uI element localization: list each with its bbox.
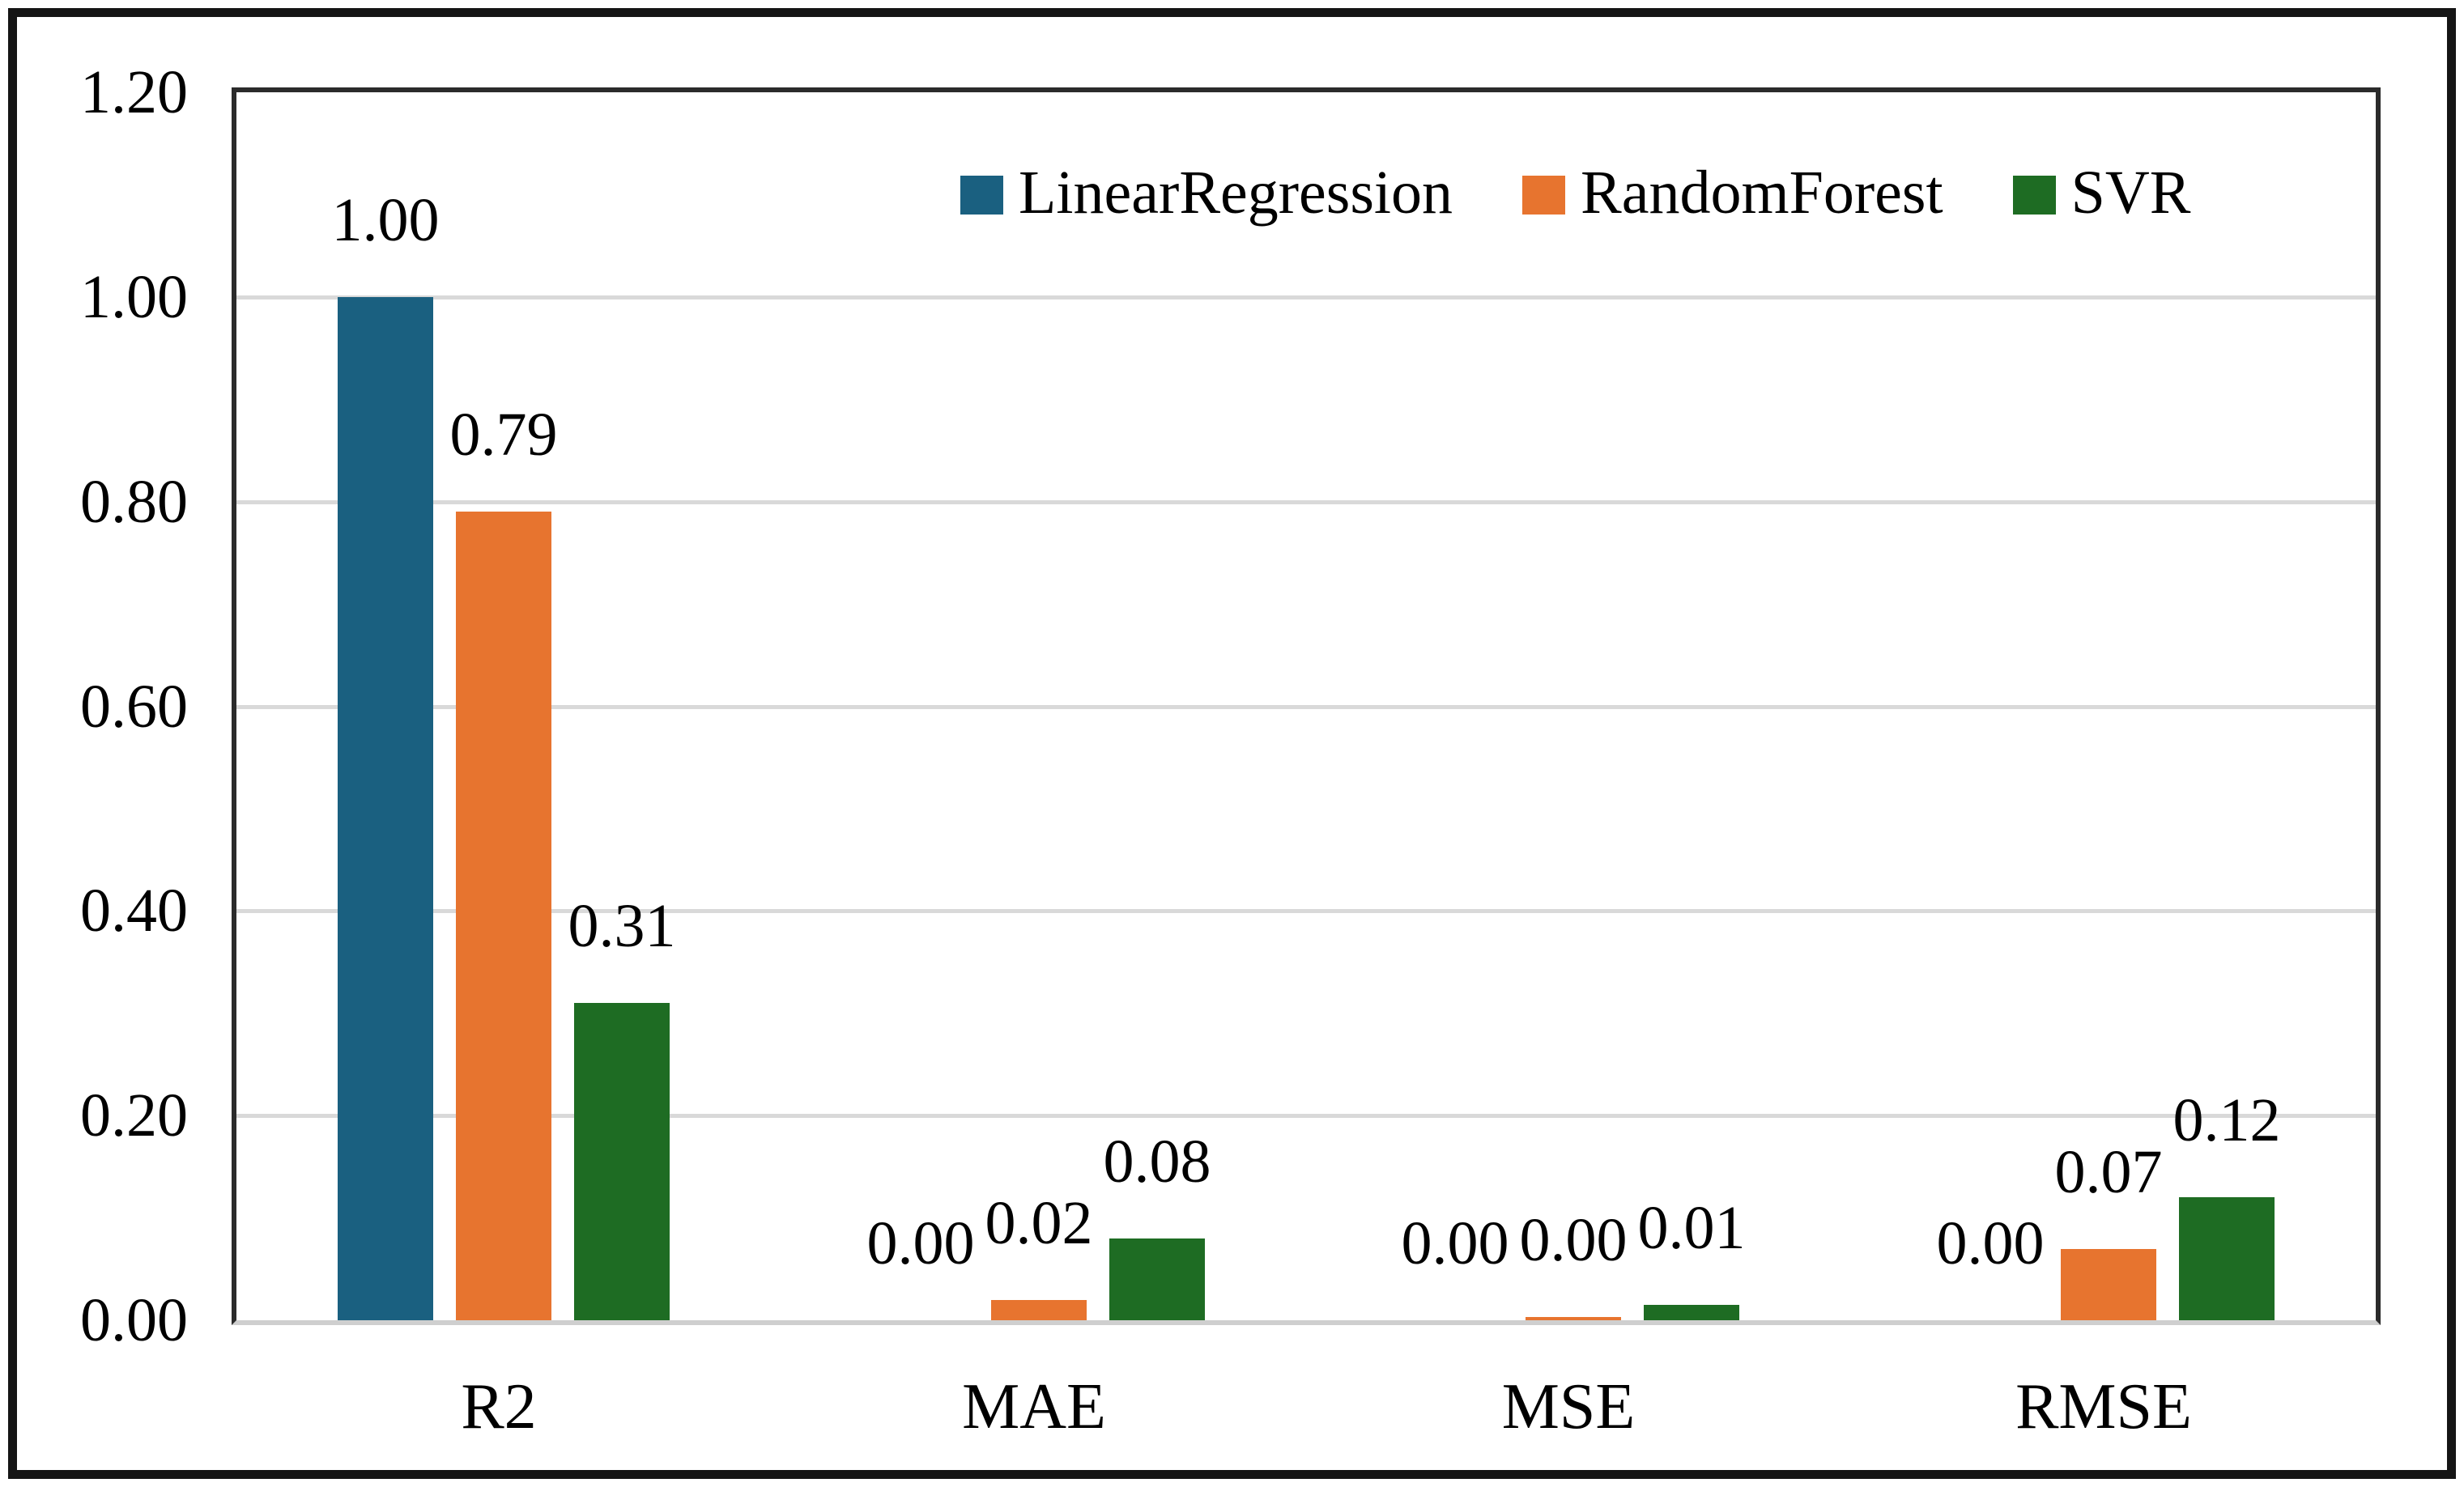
plot-area: 1.00 0.79 0.31 0.00 0.02 0.08 0.00 0.00 0.01 0.00… [232, 87, 2381, 1325]
legend-label: RandomForest [1581, 159, 1943, 227]
gridline [236, 500, 2376, 504]
value-label: 0.00 [1401, 1209, 1509, 1277]
y-axis-tick-labels: 0.00 0.20 0.40 0.60 0.80 1.00 1.20 [0, 58, 188, 1354]
bar-svr-mse [1644, 1305, 1739, 1320]
legend: LinearRegression RandomForest SVR [960, 160, 2190, 225]
value-label: 0.00 [866, 1209, 975, 1277]
value-label: 0.12 [2172, 1086, 2281, 1154]
y-tick-label: 0.20 [80, 1081, 188, 1149]
gridline [236, 705, 2376, 709]
legend-item-linearregression: LinearRegression [960, 160, 1453, 225]
legend-swatch-icon [1522, 176, 1566, 215]
y-tick-label: 1.20 [80, 58, 188, 126]
value-label: 0.00 [1519, 1206, 1628, 1274]
bar-svr-r2 [574, 1003, 670, 1320]
bar-randomforest-r2 [456, 512, 551, 1320]
y-tick-label: 0.40 [80, 877, 188, 945]
x-axis-category-labels: R2 MAE MSE RMSE [232, 1370, 2381, 1444]
x-category-label: RMSE [2015, 1371, 2192, 1442]
value-label: 0.00 [1936, 1209, 2045, 1277]
legend-swatch-icon [2012, 176, 2056, 215]
bar-linearregression-r2 [338, 297, 433, 1320]
x-category-label: MSE [1501, 1371, 1636, 1442]
bar-svr-rmse [2179, 1197, 2275, 1320]
x-category-label: MAE [962, 1371, 1106, 1442]
legend-label: LinearRegression [1019, 159, 1453, 227]
y-tick-label: 0.60 [80, 673, 188, 741]
bar-svr-mae [1109, 1238, 1205, 1320]
gridline [236, 909, 2376, 913]
y-tick-label: 0.80 [80, 468, 188, 536]
x-category-label: R2 [461, 1371, 537, 1442]
legend-item-randomforest: RandomForest [1522, 160, 1943, 225]
gridline [236, 295, 2376, 300]
value-label: 0.08 [1103, 1128, 1211, 1196]
legend-swatch-icon [960, 176, 1003, 215]
value-label: 1.00 [331, 186, 440, 254]
value-label: 0.01 [1637, 1194, 1746, 1262]
bar-randomforest-rmse [2061, 1249, 2156, 1320]
bar-randomforest-mse [1526, 1317, 1621, 1320]
gridline [236, 1114, 2376, 1118]
value-label: 0.31 [568, 892, 676, 960]
legend-label: SVR [2070, 159, 2191, 227]
value-label: 0.79 [449, 401, 558, 469]
y-tick-label: 0.00 [80, 1286, 188, 1354]
bar-randomforest-mae [991, 1300, 1087, 1320]
value-label: 0.07 [2054, 1138, 2163, 1206]
legend-item-svr: SVR [2012, 159, 2191, 227]
value-label: 0.02 [985, 1189, 1093, 1257]
y-tick-label: 1.00 [80, 263, 188, 331]
